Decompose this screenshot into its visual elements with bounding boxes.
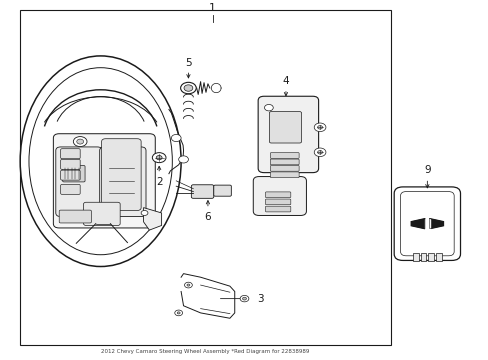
Bar xyxy=(412,253,418,261)
Polygon shape xyxy=(429,219,443,229)
Circle shape xyxy=(77,139,83,144)
FancyBboxPatch shape xyxy=(265,206,290,212)
Bar xyxy=(435,253,441,261)
FancyBboxPatch shape xyxy=(270,159,299,165)
FancyBboxPatch shape xyxy=(61,149,80,159)
Circle shape xyxy=(180,82,196,94)
Circle shape xyxy=(184,282,192,288)
Circle shape xyxy=(183,85,192,91)
Text: 1: 1 xyxy=(209,3,216,13)
Polygon shape xyxy=(424,219,429,229)
FancyBboxPatch shape xyxy=(270,172,299,177)
Circle shape xyxy=(314,123,325,132)
Polygon shape xyxy=(410,219,424,229)
FancyBboxPatch shape xyxy=(83,202,120,225)
Text: 8: 8 xyxy=(117,210,124,220)
FancyBboxPatch shape xyxy=(62,166,85,182)
Circle shape xyxy=(242,297,246,300)
FancyBboxPatch shape xyxy=(53,134,155,228)
Text: 4: 4 xyxy=(282,76,289,86)
Text: 3: 3 xyxy=(256,294,263,303)
Text: 9: 9 xyxy=(423,166,430,175)
FancyBboxPatch shape xyxy=(61,184,80,194)
Text: 2: 2 xyxy=(156,176,162,186)
FancyBboxPatch shape xyxy=(265,199,290,205)
FancyBboxPatch shape xyxy=(253,176,306,216)
FancyBboxPatch shape xyxy=(270,166,299,171)
FancyBboxPatch shape xyxy=(265,192,290,198)
Bar xyxy=(20,9,390,345)
FancyBboxPatch shape xyxy=(191,185,213,198)
Circle shape xyxy=(186,284,189,286)
Ellipse shape xyxy=(20,56,181,266)
Circle shape xyxy=(177,312,180,314)
Circle shape xyxy=(240,296,248,302)
Circle shape xyxy=(317,126,322,129)
FancyBboxPatch shape xyxy=(61,170,80,180)
Text: 2012 Chevy Camaro Steering Wheel Assembly *Red Diagram for 22838989: 2012 Chevy Camaro Steering Wheel Assembl… xyxy=(101,349,309,354)
FancyBboxPatch shape xyxy=(100,147,146,216)
Circle shape xyxy=(314,148,325,157)
FancyBboxPatch shape xyxy=(213,185,231,196)
Bar xyxy=(420,253,426,261)
Circle shape xyxy=(264,104,273,111)
Text: 7: 7 xyxy=(282,152,289,162)
Circle shape xyxy=(73,136,87,147)
Text: 6: 6 xyxy=(204,212,211,221)
Circle shape xyxy=(178,156,188,163)
Bar xyxy=(427,253,433,261)
Circle shape xyxy=(174,310,182,316)
Circle shape xyxy=(152,153,165,163)
FancyBboxPatch shape xyxy=(393,187,460,260)
FancyBboxPatch shape xyxy=(56,147,102,216)
FancyBboxPatch shape xyxy=(102,139,141,211)
Circle shape xyxy=(317,150,322,154)
FancyBboxPatch shape xyxy=(258,96,318,173)
Circle shape xyxy=(141,211,148,216)
Circle shape xyxy=(171,134,181,141)
Text: 5: 5 xyxy=(185,58,191,68)
FancyBboxPatch shape xyxy=(59,210,91,223)
FancyBboxPatch shape xyxy=(269,112,301,143)
FancyBboxPatch shape xyxy=(270,153,299,158)
Circle shape xyxy=(156,156,162,160)
Polygon shape xyxy=(143,208,161,230)
FancyBboxPatch shape xyxy=(61,159,80,170)
